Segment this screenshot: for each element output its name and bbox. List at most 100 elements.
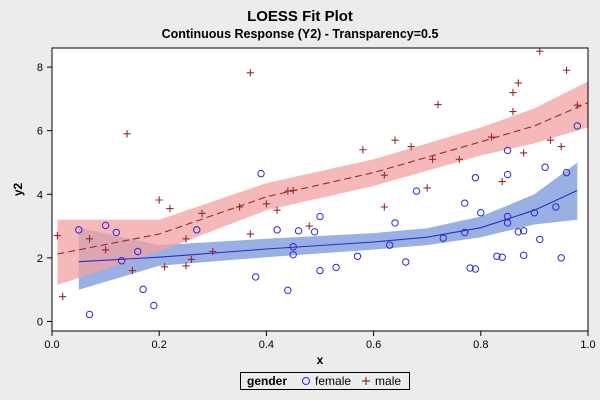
y-tick-label: 0 (37, 316, 43, 328)
data-point-male (85, 235, 94, 243)
data-point-male (246, 230, 254, 238)
data-point-female (391, 219, 399, 227)
data-point-female (503, 146, 512, 155)
data-point-male (273, 206, 281, 214)
data-point-male (391, 136, 399, 144)
data-point-male (160, 263, 169, 271)
loess-fit-line-female (78, 190, 578, 263)
data-point-male (59, 293, 67, 301)
data-point-female (101, 221, 110, 230)
data-point-female (294, 227, 303, 235)
x-tick-label: 0.2 (152, 339, 167, 351)
data-point-male (305, 222, 313, 230)
data-point-male (380, 171, 388, 179)
data-point-male (380, 203, 388, 211)
data-point-male (434, 101, 442, 109)
data-point-female (332, 263, 340, 272)
data-point-male (209, 247, 217, 256)
data-point-male (428, 155, 437, 163)
data-point-female (557, 254, 565, 262)
data-point-male (359, 146, 367, 154)
data-point-male (562, 66, 571, 74)
data-point-female (519, 251, 528, 260)
data-point-female (316, 212, 324, 221)
data-point-female (477, 209, 485, 217)
data-point-male (236, 203, 244, 211)
y-tick-label: 8 (37, 62, 43, 74)
data-point-male (198, 209, 206, 217)
data-point-male (407, 142, 415, 151)
data-point-female (150, 301, 158, 310)
plus-marker-icon (362, 377, 371, 385)
data-point-female (536, 235, 544, 244)
legend-title: gender (247, 374, 288, 388)
data-point-male (155, 196, 163, 204)
data-point-male (509, 88, 517, 97)
data-point-female (402, 258, 410, 266)
data-point-female (316, 266, 324, 275)
data-point-male (498, 177, 506, 186)
data-point-male (509, 107, 517, 116)
data-point-female (498, 253, 506, 261)
data-point-female (503, 170, 512, 179)
data-point-female (503, 219, 512, 227)
data-point-female (353, 252, 362, 260)
data-point-female (493, 252, 501, 260)
legend: gender female male (240, 372, 411, 390)
data-point-female (461, 199, 469, 207)
data-point-male (123, 130, 131, 138)
data-point-female (257, 169, 265, 178)
data-point-male (102, 246, 110, 254)
data-point-male (262, 200, 270, 208)
y-tick-label: 4 (37, 189, 43, 201)
data-point-male (514, 79, 522, 87)
data-point-female (412, 187, 421, 195)
chart-subtitle: Continuous Response (Y2) - Transparency=… (161, 27, 439, 41)
data-point-female (385, 241, 394, 249)
data-point-female (552, 203, 560, 211)
data-point-female (75, 226, 83, 234)
data-point-female (471, 174, 480, 182)
circle-marker-icon (302, 377, 311, 385)
data-point-male (289, 186, 297, 195)
data-point-female (284, 286, 292, 294)
data-point-female (310, 228, 319, 236)
x-tick-label: 0.8 (473, 339, 488, 351)
data-point-female (439, 234, 447, 242)
data-point-male (546, 136, 555, 144)
data-point-female (134, 247, 142, 256)
data-point-female (562, 168, 571, 177)
x-axis-label: x (317, 353, 324, 367)
data-point-male (536, 47, 544, 55)
legend-label-male: male (375, 374, 402, 388)
x-tick-label: 0.0 (44, 339, 59, 351)
data-point-female (530, 209, 539, 217)
data-point-male (53, 232, 61, 240)
confidence-band-female (78, 162, 578, 290)
data-point-male (128, 266, 136, 275)
data-point-male (423, 184, 431, 192)
data-point-female (251, 273, 260, 281)
x-tick-label: 0.6 (366, 339, 381, 351)
data-point-female (85, 310, 94, 319)
data-point-male (166, 204, 174, 213)
data-point-female (519, 227, 528, 235)
data-point-male (520, 149, 528, 157)
data-point-female (289, 250, 297, 259)
loess-fit-line-male (57, 102, 589, 255)
legend-label-female: female (315, 374, 352, 388)
data-point-female (289, 243, 297, 251)
data-point-male (557, 142, 565, 151)
confidence-band-male (57, 81, 588, 285)
data-point-female (139, 285, 147, 294)
y-axis-label: y2 (11, 183, 25, 197)
data-point-female (193, 226, 201, 234)
legend-item-female: female (301, 374, 351, 388)
chart-title: LOESS Fit Plot (247, 8, 353, 25)
y-tick-label: 2 (37, 253, 43, 265)
data-point-female (117, 257, 126, 265)
data-point-female (112, 228, 121, 237)
data-point-male (487, 133, 496, 141)
data-point-female (514, 228, 523, 236)
